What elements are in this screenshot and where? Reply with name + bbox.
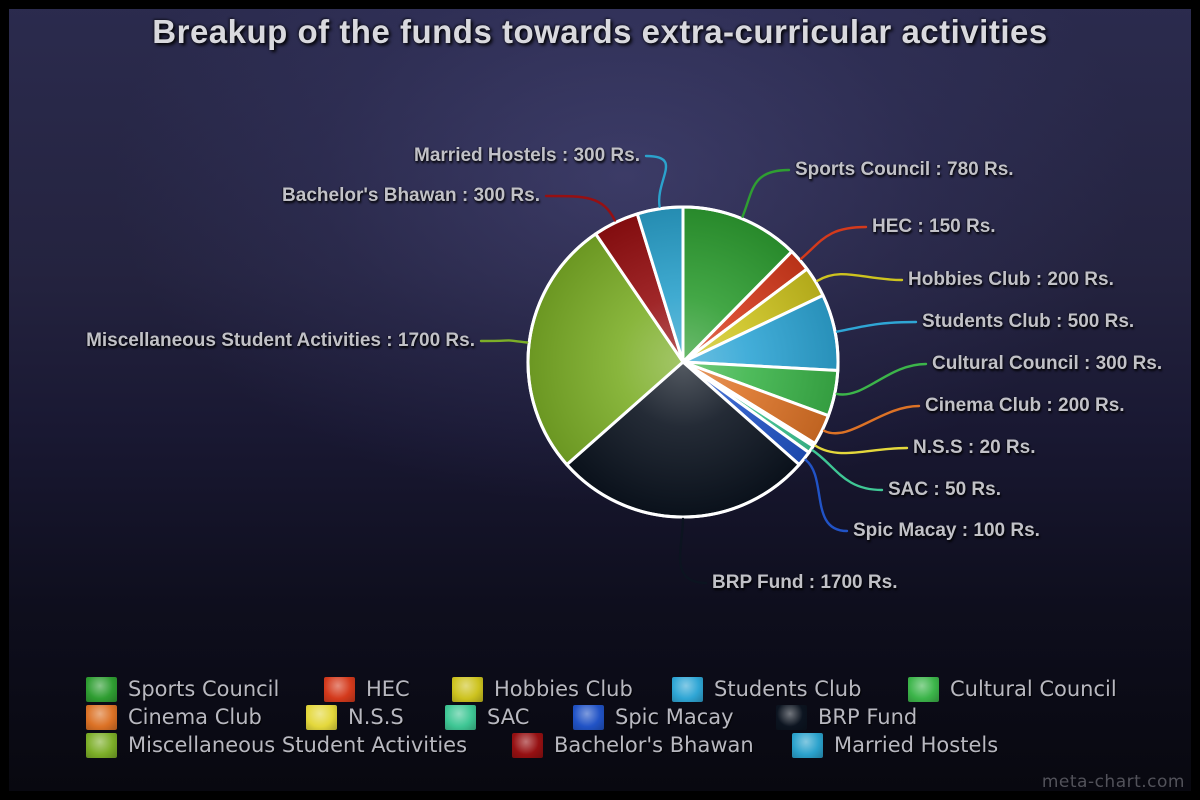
legend-swatch-miscellaneous-student-activities: [86, 733, 117, 758]
leader-line-hobbies-club: [816, 273, 904, 282]
leader-line-cinema-club: [822, 404, 921, 435]
legend-label: Cinema Club: [128, 705, 262, 729]
leader-line-spic-macay: [804, 458, 849, 533]
legend-swatch-married-hostels: [792, 733, 823, 758]
leader-line-cultural-council: [835, 362, 928, 396]
legend-swatch-sac: [445, 705, 476, 730]
callout-cinema-club: Cinema Club : 200 Rs.: [925, 395, 1125, 416]
legend-label: Students Club: [714, 677, 862, 701]
legend-swatch-brp-fund: [776, 705, 807, 730]
callout-bachelor-s-bhawan: Bachelor's Bhawan : 300 Rs.: [282, 185, 540, 206]
legend-item-sac: SAC: [445, 705, 529, 730]
legend-swatch-hobbies-club: [452, 677, 483, 702]
legend-label: Miscellaneous Student Activities: [128, 733, 468, 757]
legend-item-spic-macay: Spic Macay: [573, 705, 734, 730]
legend-item-cultural-council: Cultural Council: [908, 677, 1117, 702]
legend-item-miscellaneous-student-activities: Miscellaneous Student Activities: [86, 733, 467, 758]
legend-label: Spic Macay: [615, 705, 734, 729]
legend-label: N.S.S: [348, 705, 404, 729]
callout-students-club: Students Club : 500 Rs.: [922, 311, 1135, 332]
legend-label: BRP Fund: [818, 705, 918, 729]
legend-item-bachelor-s-bhawan: Bachelor's Bhawan: [512, 733, 754, 758]
callout-hec: HEC : 150 Rs.: [872, 216, 996, 237]
leader-line-married-hostels: [644, 154, 668, 208]
leader-line-sports-council: [741, 168, 791, 218]
leader-line-bachelor-s-bhawan: [544, 194, 617, 222]
pie-outline: [526, 205, 840, 519]
legend-swatch-sports-council: [86, 677, 117, 702]
legend-item-students-club: Students Club: [672, 677, 861, 702]
leader-line-brp-fund: [678, 517, 708, 585]
callout-sac: SAC : 50 Rs.: [888, 479, 1001, 500]
legend-swatch-cinema-club: [86, 705, 117, 730]
chart-title: Breakup of the funds towards extra-curri…: [152, 13, 1048, 50]
legend-swatch-cultural-council: [908, 677, 939, 702]
legend-label: Sports Council: [128, 677, 280, 701]
legend-label: Hobbies Club: [494, 677, 633, 701]
callout-sports-council: Sports Council : 780 Rs.: [795, 159, 1014, 180]
callout-hobbies-club: Hobbies Club : 200 Rs.: [908, 269, 1114, 290]
leader-line-students-club: [835, 320, 918, 333]
legend-label: Bachelor's Bhawan: [554, 733, 754, 757]
callout-brp-fund: BRP Fund : 1700 Rs.: [712, 572, 898, 593]
legend-label: Married Hostels: [834, 733, 999, 757]
legend-item-sports-council: Sports Council: [86, 677, 279, 702]
legend-item-married-hostels: Married Hostels: [792, 733, 998, 758]
leader-line-sac: [811, 449, 884, 492]
legend-swatch-bachelor-s-bhawan: [512, 733, 543, 758]
callout-miscellaneous-student-activities: Miscellaneous Student Activities : 1700 …: [86, 330, 475, 351]
legend-label: HEC: [366, 677, 410, 701]
callout-spic-macay: Spic Macay : 100 Rs.: [853, 520, 1040, 541]
legend-item-n-s-s: N.S.S: [306, 705, 404, 730]
legend-swatch-spic-macay: [573, 705, 604, 730]
legend-swatch-students-club: [672, 677, 703, 702]
watermark: meta-chart.com: [1041, 772, 1185, 792]
legend-label: SAC: [487, 705, 530, 729]
legend-item-brp-fund: BRP Fund: [776, 705, 917, 730]
legend-item-hobbies-club: Hobbies Club: [452, 677, 633, 702]
leader-line-hec: [800, 225, 868, 260]
leader-line-n-s-s: [814, 444, 909, 455]
legend-item-hec: HEC: [324, 677, 410, 702]
callout-married-hostels: Married Hostels : 300 Rs.: [414, 145, 640, 166]
legend-swatch-n-s-s: [306, 705, 337, 730]
legend-item-cinema-club: Cinema Club: [86, 705, 262, 730]
legend-label: Cultural Council: [950, 677, 1117, 701]
callout-cultural-council: Cultural Council : 300 Rs.: [932, 353, 1163, 374]
leader-line-miscellaneous-student-activities: [479, 339, 529, 344]
legend-swatch-hec: [324, 677, 355, 702]
callout-n-s-s: N.S.S : 20 Rs.: [913, 437, 1036, 458]
